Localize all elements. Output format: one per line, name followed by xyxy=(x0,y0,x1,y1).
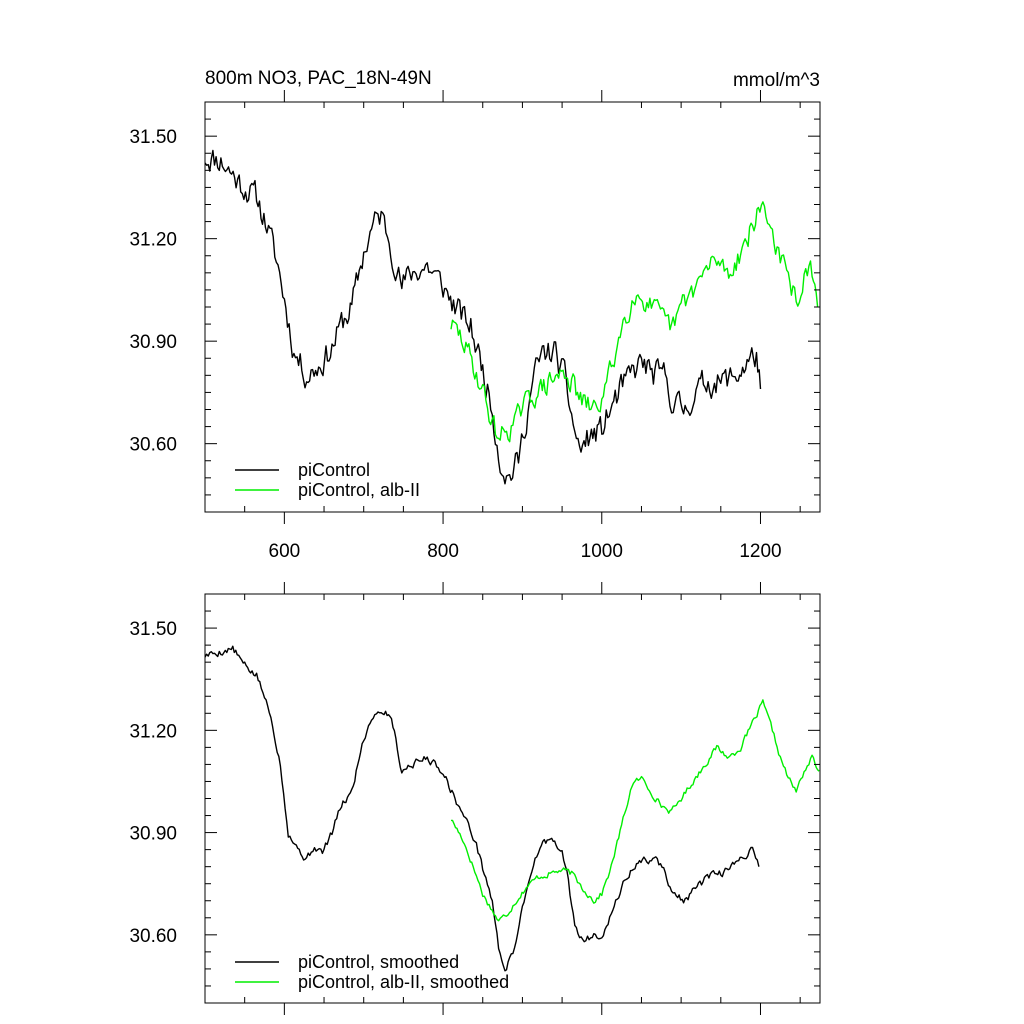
legend-label: piControl xyxy=(298,460,370,480)
x-tick-label: 600 xyxy=(269,541,301,562)
plot-frame xyxy=(204,593,821,1004)
legend-label: piControl, alb-II xyxy=(298,480,420,500)
y-tick-label: 30.60 xyxy=(129,435,177,456)
series-line-alb-ii xyxy=(451,699,820,922)
legend-label: piControl, alb-II, smoothed xyxy=(298,972,509,992)
y-tick-label: 31.20 xyxy=(129,230,177,251)
plot-frame xyxy=(204,101,821,513)
bottom-panel: 30.60 30.90 31.20 31.50 piControl, smoothedp… xyxy=(129,582,821,1015)
y-tick-label: 31.20 xyxy=(129,721,177,742)
units-label: mmol/m^3 xyxy=(733,70,820,91)
y-tick-label: 31.50 xyxy=(129,127,177,148)
series-line-alb-ii xyxy=(450,201,819,443)
y-tick-label: 31.50 xyxy=(129,619,177,640)
x-tick-label: 800 xyxy=(427,541,459,562)
series-line-picontrol xyxy=(205,645,760,972)
chart-title: 800m NO3, PAC_18N-49N xyxy=(205,68,432,89)
top-panel: 30.60 30.90 31.20 31.50 600 800 1000 1200 piCont… xyxy=(129,90,821,562)
y-tick-label: 30.60 xyxy=(129,926,177,947)
series-line-picontrol xyxy=(205,149,762,485)
y-tick-label: 30.90 xyxy=(129,824,177,845)
x-tick-label: 1000 xyxy=(581,541,623,562)
x-tick-label: 1200 xyxy=(739,541,781,562)
legend-label: piControl, smoothed xyxy=(298,952,459,972)
y-tick-label: 30.90 xyxy=(129,332,177,353)
